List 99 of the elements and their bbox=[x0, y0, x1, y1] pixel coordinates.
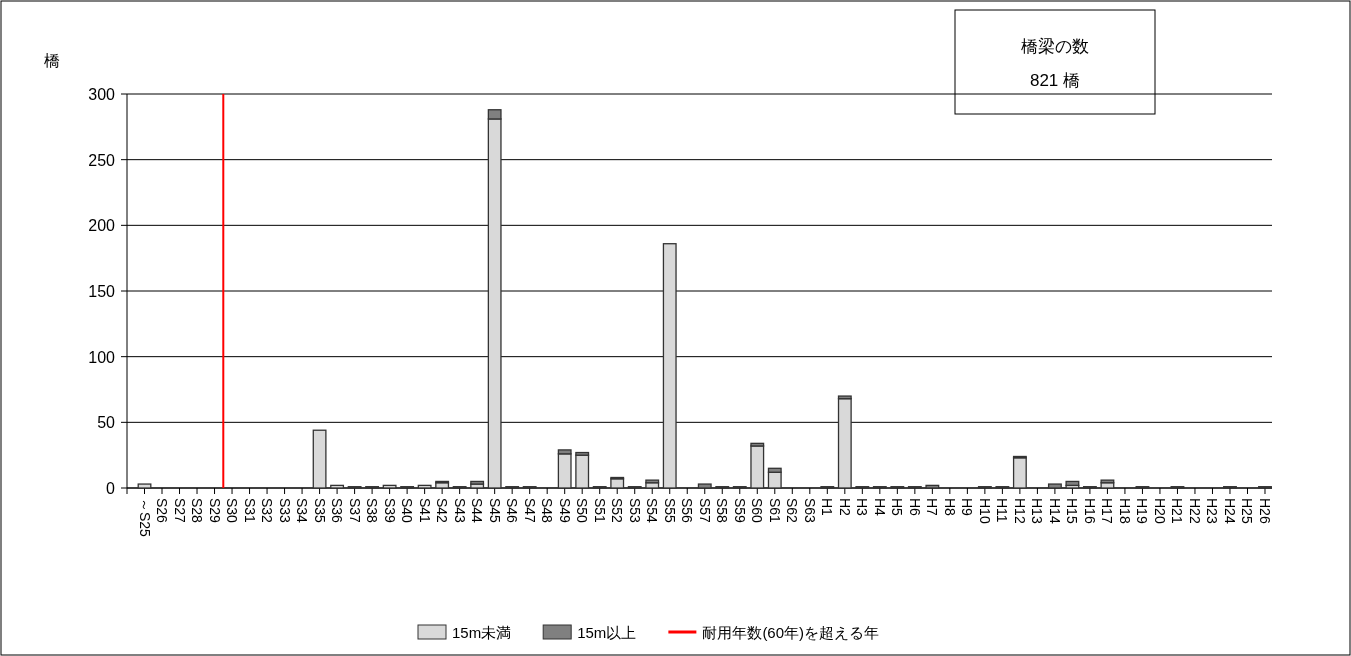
x-tick-label: S47 bbox=[521, 498, 538, 524]
x-tick-label: S53 bbox=[626, 498, 643, 524]
x-tick-label: H15 bbox=[1064, 498, 1081, 524]
y-tick-label: 100 bbox=[88, 348, 116, 366]
x-tick-label: S26 bbox=[154, 498, 171, 524]
y-tick-label: 250 bbox=[88, 151, 116, 169]
bar bbox=[645, 482, 660, 489]
x-tick-label: H6 bbox=[906, 498, 923, 517]
x-tick-label: H13 bbox=[1029, 498, 1046, 524]
x-tick-label: S38 bbox=[364, 498, 381, 524]
x-tick-label: S32 bbox=[259, 498, 276, 524]
x-tick-label: H25 bbox=[1239, 498, 1256, 524]
x-tick-label: H14 bbox=[1046, 498, 1063, 524]
y-tick-label: 200 bbox=[88, 217, 116, 235]
bar bbox=[435, 482, 450, 489]
bar bbox=[575, 454, 590, 489]
x-tick-label: S57 bbox=[696, 498, 713, 524]
x-tick-label: S48 bbox=[539, 498, 556, 524]
x-tick-label: S35 bbox=[311, 498, 328, 524]
y-tick-label: 0 bbox=[106, 480, 116, 497]
x-tick-label: H2 bbox=[836, 498, 853, 517]
x-tick-label: S39 bbox=[381, 498, 398, 524]
legend-label: 15m未満 bbox=[452, 624, 512, 641]
x-tick-label: H5 bbox=[889, 498, 906, 517]
x-tick-label: S27 bbox=[171, 498, 188, 524]
x-tick-label: S41 bbox=[416, 498, 433, 524]
x-tick-label: S54 bbox=[644, 498, 661, 524]
bar bbox=[662, 243, 677, 489]
x-tick-label: S44 bbox=[469, 498, 486, 524]
bar bbox=[697, 483, 712, 489]
x-tick-label: H21 bbox=[1169, 498, 1186, 524]
x-tick-label: S50 bbox=[574, 498, 591, 524]
bar bbox=[1100, 482, 1115, 489]
x-tick-label: S62 bbox=[784, 498, 801, 524]
legend-label: 15m以上 bbox=[577, 624, 637, 641]
x-tick-label: S55 bbox=[661, 498, 678, 524]
x-tick-label: S52 bbox=[609, 498, 626, 524]
x-tick-label: H18 bbox=[1116, 498, 1133, 524]
x-tick-label: H3 bbox=[854, 498, 871, 517]
x-tick-label: H19 bbox=[1134, 498, 1151, 524]
y-axis-title: 橋 bbox=[44, 52, 60, 69]
x-tick-label: S40 bbox=[399, 498, 416, 524]
bar bbox=[557, 453, 572, 489]
x-tick-label: S42 bbox=[434, 498, 451, 524]
x-tick-label: S45 bbox=[486, 498, 503, 524]
x-tick-label: S49 bbox=[556, 498, 573, 524]
x-tick-label: H9 bbox=[959, 498, 976, 517]
x-tick-label: H16 bbox=[1081, 498, 1098, 524]
bar bbox=[610, 478, 625, 489]
legend-label: 耐用年数(60年)を超える年 bbox=[702, 624, 880, 641]
x-tick-label: S37 bbox=[346, 498, 363, 524]
x-tick-label: S58 bbox=[714, 498, 731, 524]
x-tick-label: S63 bbox=[801, 498, 818, 524]
x-tick-label: S61 bbox=[766, 498, 783, 524]
x-tick-label: H1 bbox=[819, 498, 836, 517]
x-tick-label: S31 bbox=[241, 498, 258, 524]
x-tick-label: S30 bbox=[224, 498, 241, 524]
x-tick-label: S60 bbox=[749, 498, 766, 524]
x-tick-label: S28 bbox=[189, 498, 206, 524]
x-tick-label: S59 bbox=[731, 498, 748, 524]
x-tick-label: S36 bbox=[329, 498, 346, 524]
x-tick-label: H8 bbox=[941, 498, 958, 517]
x-tick-label: H7 bbox=[924, 498, 941, 517]
bar bbox=[925, 484, 940, 489]
x-tick-label: ～S25 bbox=[136, 498, 153, 538]
y-tick-label: 150 bbox=[88, 283, 116, 300]
bar bbox=[767, 471, 782, 489]
x-tick-label: S43 bbox=[451, 498, 468, 524]
bar bbox=[137, 483, 152, 489]
bar bbox=[1047, 483, 1062, 489]
x-tick-label: S51 bbox=[591, 498, 608, 524]
bar bbox=[312, 429, 327, 489]
x-tick-label: H24 bbox=[1221, 498, 1238, 524]
x-tick-label: S34 bbox=[294, 498, 311, 524]
bar bbox=[470, 480, 485, 485]
bar bbox=[330, 484, 345, 489]
x-tick-label: S33 bbox=[276, 498, 293, 524]
bar bbox=[417, 484, 432, 489]
x-tick-label: S46 bbox=[504, 498, 521, 524]
x-tick-label: H22 bbox=[1186, 498, 1203, 524]
x-tick-label: H11 bbox=[994, 498, 1011, 523]
x-tick-label: H4 bbox=[871, 498, 888, 517]
bar bbox=[837, 398, 852, 489]
x-tick-label: H26 bbox=[1257, 498, 1273, 524]
x-tick-label: H23 bbox=[1204, 498, 1221, 524]
bar bbox=[382, 484, 397, 489]
x-tick-label: H17 bbox=[1099, 498, 1116, 524]
x-tick-label: H12 bbox=[1011, 498, 1028, 524]
x-tick-label: S29 bbox=[206, 498, 223, 524]
bar bbox=[1012, 457, 1027, 489]
x-tick-label: H20 bbox=[1151, 498, 1168, 524]
y-tick-label: 50 bbox=[97, 414, 116, 432]
y-tick-label: 300 bbox=[88, 86, 116, 103]
bar bbox=[1065, 480, 1080, 487]
x-tick-label: H10 bbox=[976, 498, 993, 524]
text: 821 橋 bbox=[1029, 71, 1081, 90]
x-tick-label: S56 bbox=[679, 498, 696, 524]
bar bbox=[750, 445, 765, 489]
text: 橋梁の数 bbox=[1021, 37, 1089, 56]
